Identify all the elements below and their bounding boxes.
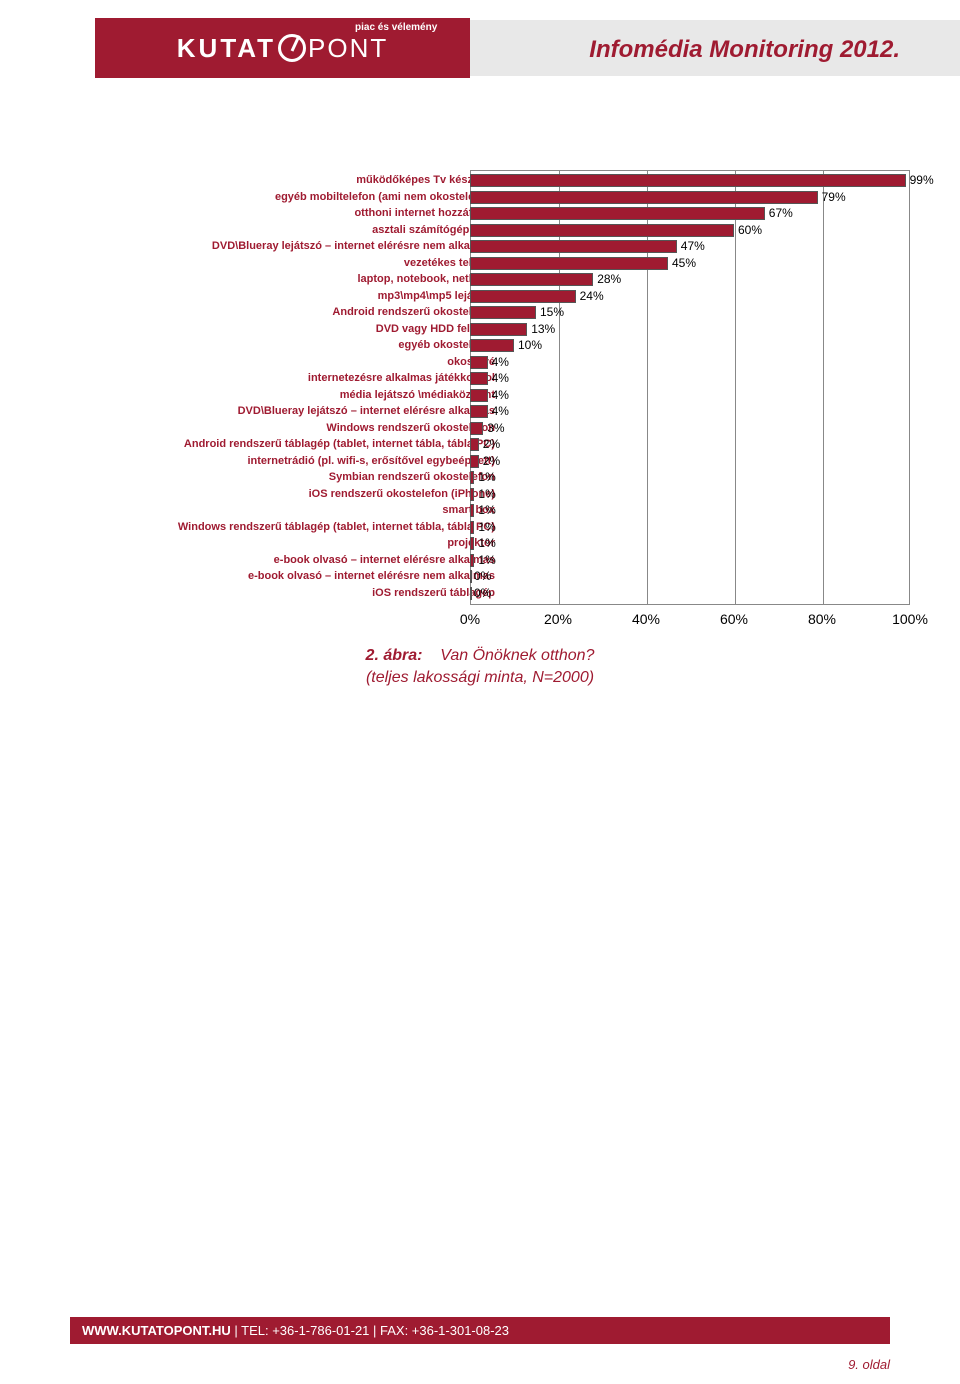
page-header: piac és vélemény KUTAT PONT Infomédia Mo… <box>0 0 960 110</box>
bar-value: 45% <box>672 257 696 270</box>
bar-value: 1% <box>478 471 495 484</box>
x-axis-tick: 100% <box>892 611 928 627</box>
page-footer: WWW.KUTATOPONT.HU | TEL: +36-1-786-01-21… <box>70 1317 890 1344</box>
bar <box>470 372 488 385</box>
bar <box>470 356 488 369</box>
bar-value: 1% <box>478 521 495 534</box>
bar-value: 28% <box>597 273 621 286</box>
bar-value: 0% <box>474 570 491 583</box>
bar <box>470 174 906 187</box>
bar-value: 4% <box>492 389 509 402</box>
logo-o-icon <box>278 34 306 62</box>
bar-value: 10% <box>518 339 542 352</box>
logo-word2: PONT <box>308 33 388 64</box>
bar <box>470 207 765 220</box>
bar-value: 1% <box>478 554 495 567</box>
page-number: 9. oldal <box>848 1357 890 1372</box>
bar-value: 13% <box>531 323 555 336</box>
footer-fax: FAX: +36-1-301-08-23 <box>380 1323 509 1338</box>
caption-subtitle: (teljes lakossági minta, N=2000) <box>0 667 960 689</box>
bar-value: 2% <box>483 438 500 451</box>
bar-label: Android rendszerű táblagép (tablet, inte… <box>184 438 495 451</box>
x-axis-tick: 0% <box>460 611 480 627</box>
bar <box>470 405 488 418</box>
x-axis-tick: 60% <box>720 611 748 627</box>
logo-word1: KUTAT <box>177 33 276 64</box>
chart-caption: 2. ábra: Van Önöknek otthon? (teljes lak… <box>0 645 960 690</box>
bar-value: 99% <box>910 174 934 187</box>
bar-value: 2% <box>483 455 500 468</box>
bar-value: 3% <box>487 422 504 435</box>
bar-value: 1% <box>478 488 495 501</box>
bar-value: 4% <box>492 405 509 418</box>
x-axis-tick: 40% <box>632 611 660 627</box>
bar-label: internetezésre alkalmas játékkonzol <box>308 372 495 385</box>
bar-label: DVD\Blueray lejátszó – internet elérésre… <box>212 240 495 253</box>
bar-value: 24% <box>580 290 604 303</box>
bar <box>470 570 472 583</box>
bar-label: Windows rendszerű táblagép (tablet, inte… <box>178 521 495 534</box>
bar <box>470 273 593 286</box>
logo-tagline: piac és vélemény <box>355 22 437 33</box>
footer-bar: WWW.KUTATOPONT.HU | TEL: +36-1-786-01-21… <box>70 1317 890 1344</box>
caption-title: Van Önöknek otthon? <box>440 647 594 664</box>
caption-lead: 2. ábra: <box>366 647 423 664</box>
bar <box>470 422 483 435</box>
logo-block: piac és vélemény KUTAT PONT <box>95 18 470 78</box>
bar-value: 1% <box>478 537 495 550</box>
bar <box>470 257 668 270</box>
bar <box>470 306 536 319</box>
bar-label: internetrádió (pl. wifi-s, erősítővel eg… <box>247 455 495 468</box>
logo-text: KUTAT PONT <box>177 33 388 64</box>
bar <box>470 537 474 550</box>
bar-value: 15% <box>540 306 564 319</box>
bar-label: DVD\Blueray lejátszó – internet elérésre… <box>238 405 495 418</box>
bar <box>470 240 677 253</box>
bar <box>470 521 474 534</box>
bar <box>470 224 734 237</box>
x-axis-tick: 80% <box>808 611 836 627</box>
bar <box>470 554 474 567</box>
bar <box>470 191 818 204</box>
grid-line <box>823 171 824 604</box>
bar-value: 79% <box>822 191 846 204</box>
bar <box>470 587 472 600</box>
bar-value: 4% <box>492 356 509 369</box>
bar <box>470 290 576 303</box>
bar-chart: 0%20%40%60%80%100%működőképes Tv készülé… <box>40 170 940 670</box>
bar <box>470 455 479 468</box>
bar-value: 4% <box>492 372 509 385</box>
bar-value: 60% <box>738 224 762 237</box>
bar <box>470 471 474 484</box>
bar <box>470 438 479 451</box>
bar <box>470 323 527 336</box>
bar <box>470 488 474 501</box>
bar-value: 47% <box>681 240 705 253</box>
bar-value: 1% <box>478 504 495 517</box>
bar <box>470 389 488 402</box>
bar-value: 67% <box>769 207 793 220</box>
x-axis-tick: 20% <box>544 611 572 627</box>
bar-label: iOS rendszerű okostelefon (iPhone) <box>309 488 495 501</box>
bar-label: egyéb mobiltelefon (ami nem okostelefon) <box>275 191 495 204</box>
bar <box>470 339 514 352</box>
grid-line <box>735 171 736 604</box>
page-title: Infomédia Monitoring 2012. <box>589 36 900 64</box>
bar-label: e-book olvasó – internet elérésre alkalm… <box>274 554 495 567</box>
footer-site: WWW.KUTATOPONT.HU <box>82 1323 231 1338</box>
bar <box>470 504 474 517</box>
bar-value: 0% <box>474 587 491 600</box>
footer-tel: | TEL: +36-1-786-01-21 | <box>231 1323 380 1338</box>
bar-label: e-book olvasó – internet elérésre nem al… <box>248 570 495 583</box>
